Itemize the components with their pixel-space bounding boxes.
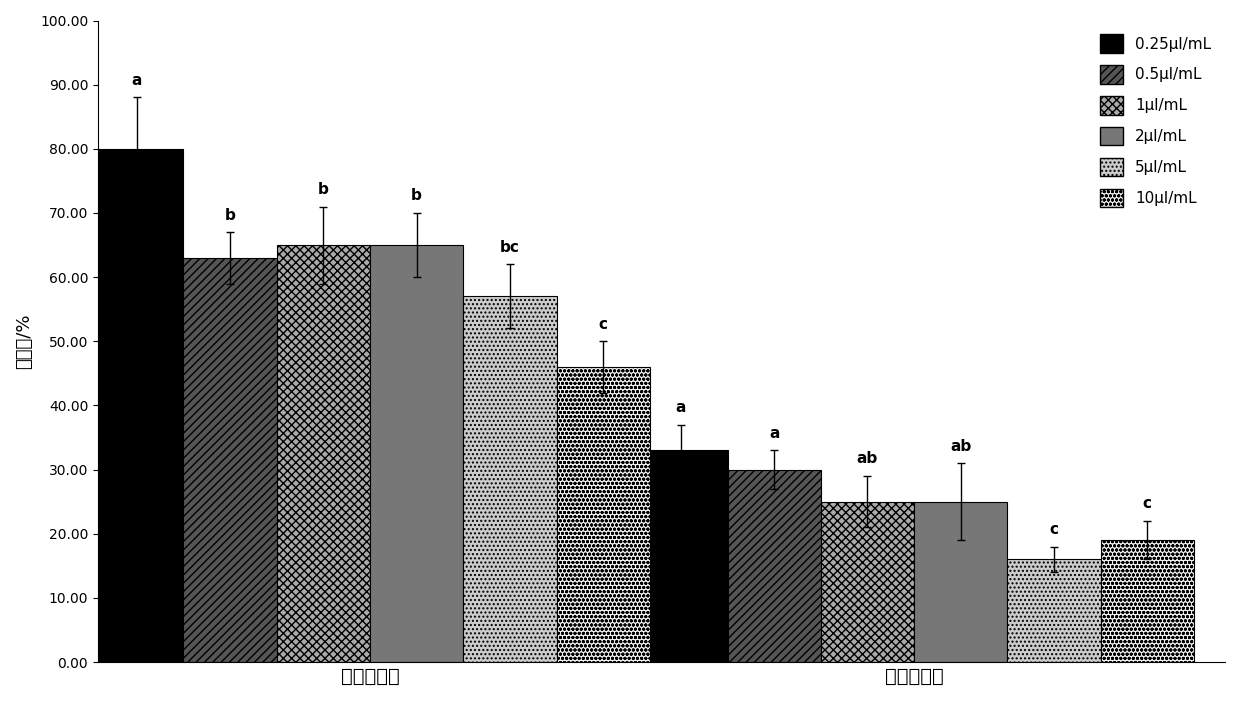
Bar: [370, 245, 464, 662]
Bar: [277, 245, 370, 662]
Bar: [1101, 540, 1194, 662]
Text: ab: ab: [857, 451, 878, 466]
Bar: [634, 451, 728, 662]
Text: c: c: [599, 317, 608, 332]
Bar: [728, 470, 821, 662]
Text: ab: ab: [950, 439, 971, 454]
Text: a: a: [131, 73, 141, 88]
Text: c: c: [1143, 496, 1152, 511]
Bar: [821, 502, 914, 662]
Text: b: b: [412, 189, 422, 203]
Text: a: a: [769, 426, 780, 441]
Text: bc: bc: [500, 240, 520, 254]
Bar: [464, 297, 557, 662]
Text: b: b: [317, 182, 329, 197]
Text: a: a: [676, 400, 686, 415]
Bar: [914, 502, 1007, 662]
Text: c: c: [1049, 522, 1059, 537]
Text: b: b: [224, 207, 236, 223]
Bar: [91, 149, 184, 662]
Y-axis label: 增长率/%: 增长率/%: [15, 313, 33, 369]
Bar: [1007, 559, 1101, 662]
Bar: [184, 258, 277, 662]
Bar: [557, 367, 650, 662]
Legend: 0.25μl/mL, 0.5μl/mL, 1μl/mL, 2μl/mL, 5μl/mL, 10μl/mL: 0.25μl/mL, 0.5μl/mL, 1μl/mL, 2μl/mL, 5μl…: [1094, 28, 1218, 213]
